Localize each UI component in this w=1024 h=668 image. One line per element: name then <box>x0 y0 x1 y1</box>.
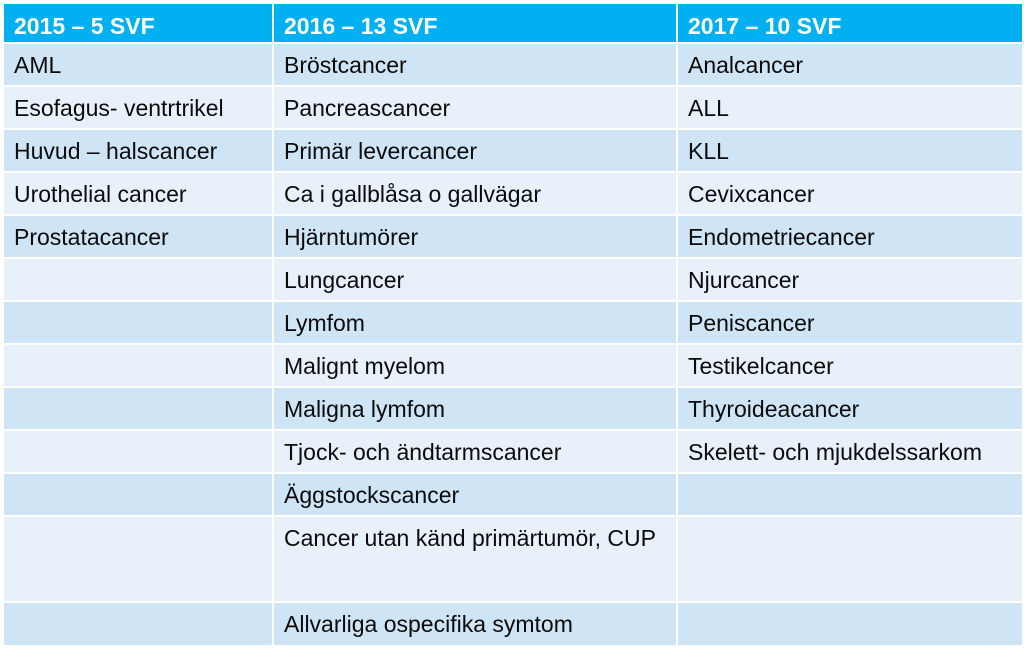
table-row: Urothelial cancer Ca i gallblåsa o gallv… <box>2 171 1024 216</box>
cell-2017: ALL <box>676 85 1024 130</box>
cell-2015: Esofagus- ventrtrikel <box>2 85 274 130</box>
cell-2016: Hjärntumörer <box>272 214 678 259</box>
cell-2017: Cevixcancer <box>676 171 1024 216</box>
header-2015: 2015 – 5 SVF <box>2 2 274 44</box>
cell-2016: Allvarliga ospecifika symtom <box>272 601 678 647</box>
cell-2016: Äggstockscancer <box>272 472 678 517</box>
table-row: Allvarliga ospecifika symtom <box>2 601 1024 647</box>
cell-2017: Peniscancer <box>676 300 1024 345</box>
cell-2017: Thyroideacancer <box>676 386 1024 431</box>
cell-2016: Ca i gallblåsa o gallvägar <box>272 171 678 216</box>
table-row: Esofagus- ventrtrikel Pancreascancer ALL <box>2 85 1024 130</box>
cell-2017: KLL <box>676 128 1024 173</box>
table-row: Tjock- och ändtarmscancer Skelett- och m… <box>2 429 1024 474</box>
cell-2015 <box>2 343 274 388</box>
cell-2015: Prostatacancer <box>2 214 274 259</box>
cell-2017 <box>676 515 1024 603</box>
cell-2017: Skelett- och mjukdelssarkom <box>676 429 1024 474</box>
cell-2015 <box>2 300 274 345</box>
cell-2017: Endometriecancer <box>676 214 1024 259</box>
table-row: Lymfom Peniscancer <box>2 300 1024 345</box>
table-row: Cancer utan känd primärtumör, CUP <box>2 515 1024 603</box>
cell-2015 <box>2 386 274 431</box>
cell-2015 <box>2 515 274 603</box>
table-header: 2015 – 5 SVF 2016 – 13 SVF 2017 – 10 SVF <box>2 2 1024 44</box>
cell-2016: Primär levercancer <box>272 128 678 173</box>
cell-2015: Huvud – halscancer <box>2 128 274 173</box>
cell-2017 <box>676 472 1024 517</box>
cell-2017: Analcancer <box>676 42 1024 87</box>
cell-2016: Malignt myelom <box>272 343 678 388</box>
table-body: AML Bröstcancer Analcancer Esofagus- ven… <box>2 42 1024 647</box>
cell-2015: Urothelial cancer <box>2 171 274 216</box>
header-row: 2015 – 5 SVF 2016 – 13 SVF 2017 – 10 SVF <box>2 2 1024 44</box>
cell-2015 <box>2 257 274 302</box>
cell-2015 <box>2 601 274 647</box>
cell-2015 <box>2 472 274 517</box>
svf-table: 2015 – 5 SVF 2016 – 13 SVF 2017 – 10 SVF… <box>2 2 1024 647</box>
cell-2016: Lymfom <box>272 300 678 345</box>
cell-2016: Cancer utan känd primärtumör, CUP <box>272 515 678 603</box>
cell-2015 <box>2 429 274 474</box>
cell-2015: AML <box>2 42 274 87</box>
cell-2016: Lungcancer <box>272 257 678 302</box>
cell-2017 <box>676 601 1024 647</box>
cell-2016: Maligna lymfom <box>272 386 678 431</box>
cell-2016: Pancreascancer <box>272 85 678 130</box>
table-row: Huvud – halscancer Primär levercancer KL… <box>2 128 1024 173</box>
table-row: Maligna lymfom Thyroideacancer <box>2 386 1024 431</box>
header-2016: 2016 – 13 SVF <box>272 2 678 44</box>
cell-2016: Bröstcancer <box>272 42 678 87</box>
table-row: Äggstockscancer <box>2 472 1024 517</box>
cell-2017: Njurcancer <box>676 257 1024 302</box>
cell-2017: Testikelcancer <box>676 343 1024 388</box>
table-row: AML Bröstcancer Analcancer <box>2 42 1024 87</box>
table-row: Malignt myelom Testikelcancer <box>2 343 1024 388</box>
header-2017: 2017 – 10 SVF <box>676 2 1024 44</box>
table-row: Prostatacancer Hjärntumörer Endometrieca… <box>2 214 1024 259</box>
table-row: Lungcancer Njurcancer <box>2 257 1024 302</box>
svf-table-container: 2015 – 5 SVF 2016 – 13 SVF 2017 – 10 SVF… <box>2 2 1024 657</box>
cell-2016: Tjock- och ändtarmscancer <box>272 429 678 474</box>
